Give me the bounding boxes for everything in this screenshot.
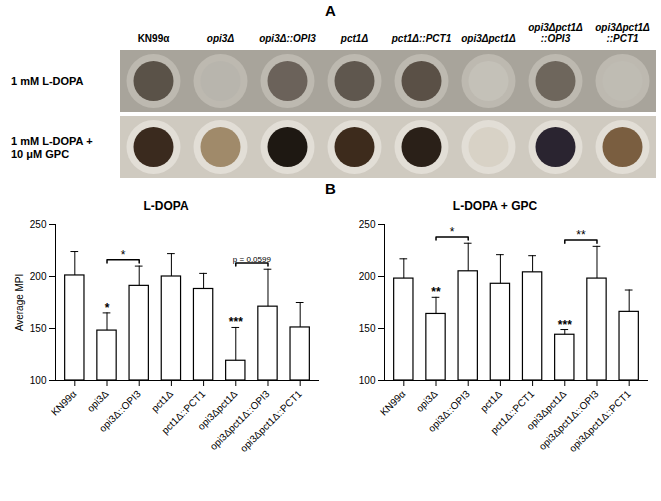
html-text:B: B bbox=[325, 180, 336, 197]
svg-text:250: 250 bbox=[30, 219, 47, 230]
svg-text:opi3Δ: opi3Δ bbox=[207, 33, 235, 44]
svg-text:pct1Δ::PCT1: pct1Δ::PCT1 bbox=[488, 388, 537, 437]
svg-text:opi3Δpct1Δ: opi3Δpct1Δ bbox=[595, 22, 650, 33]
svg-text:200: 200 bbox=[359, 271, 376, 282]
svg-text:opi3Δ::OPI3: opi3Δ::OPI3 bbox=[259, 33, 316, 44]
svg-text:1 mM L-DOPA: 1 mM L-DOPA bbox=[11, 75, 84, 87]
svg-text:pct1Δ::PCT1: pct1Δ::PCT1 bbox=[391, 33, 452, 44]
svg-text:KN99α: KN99α bbox=[378, 388, 408, 418]
svg-text:100: 100 bbox=[30, 375, 47, 386]
svg-text:opi3Δpct1Δ::PCT1: opi3Δpct1Δ::PCT1 bbox=[567, 388, 633, 454]
svg-text:opi3Δ: opi3Δ bbox=[85, 388, 111, 414]
html-text:L-DOPA + GPC: L-DOPA + GPC bbox=[452, 199, 538, 213]
svg-text:opi3Δpct1Δ::OPI3: opi3Δpct1Δ::OPI3 bbox=[208, 388, 272, 452]
svg-text:150: 150 bbox=[30, 323, 47, 334]
svg-text:::OPI3: ::OPI3 bbox=[541, 33, 571, 44]
svg-text:***: *** bbox=[558, 318, 572, 332]
svg-text:pct1Δ: pct1Δ bbox=[478, 388, 504, 414]
svg-text:pct1Δ: pct1Δ bbox=[149, 388, 175, 414]
svg-text:1 mM L-DOPA +: 1 mM L-DOPA + bbox=[11, 135, 93, 147]
svg-text:KN99α: KN99α bbox=[49, 388, 79, 418]
svg-text:*: * bbox=[121, 248, 126, 262]
svg-text:250: 250 bbox=[359, 219, 376, 230]
html-text:L-DOPA: L-DOPA bbox=[143, 199, 189, 213]
svg-text:10 μM GPC: 10 μM GPC bbox=[11, 148, 69, 160]
svg-text:KN99α: KN99α bbox=[138, 33, 171, 44]
svg-text:*: * bbox=[450, 225, 455, 239]
svg-text:opi3Δ::OPI3: opi3Δ::OPI3 bbox=[426, 388, 472, 434]
svg-text:Average MPI: Average MPI bbox=[14, 274, 25, 332]
svg-text:opi3Δ: opi3Δ bbox=[414, 388, 440, 414]
svg-text:opi3Δpct1Δ::OPI3: opi3Δpct1Δ::OPI3 bbox=[537, 388, 601, 452]
svg-text:opi3Δpct1Δ::PCT1: opi3Δpct1Δ::PCT1 bbox=[238, 388, 304, 454]
svg-text:200: 200 bbox=[30, 271, 47, 282]
svg-text:opi3Δpct1Δ: opi3Δpct1Δ bbox=[528, 22, 583, 33]
svg-text:*: * bbox=[105, 301, 110, 315]
svg-text:p = 0.0599: p = 0.0599 bbox=[233, 255, 272, 264]
html-text:A: A bbox=[325, 2, 336, 19]
svg-text:pct1Δ: pct1Δ bbox=[340, 33, 369, 44]
svg-text:**: ** bbox=[576, 228, 586, 242]
svg-text:pct1Δ::PCT1: pct1Δ::PCT1 bbox=[159, 388, 208, 437]
svg-text:::PCT1: ::PCT1 bbox=[606, 33, 639, 44]
svg-text:100: 100 bbox=[359, 375, 376, 386]
svg-text:150: 150 bbox=[359, 323, 376, 334]
svg-text:opi3Δ::OPI3: opi3Δ::OPI3 bbox=[97, 388, 143, 434]
svg-text:***: *** bbox=[229, 315, 243, 329]
svg-text:**: ** bbox=[431, 285, 441, 299]
svg-text:opi3Δpct1Δ: opi3Δpct1Δ bbox=[461, 33, 516, 44]
